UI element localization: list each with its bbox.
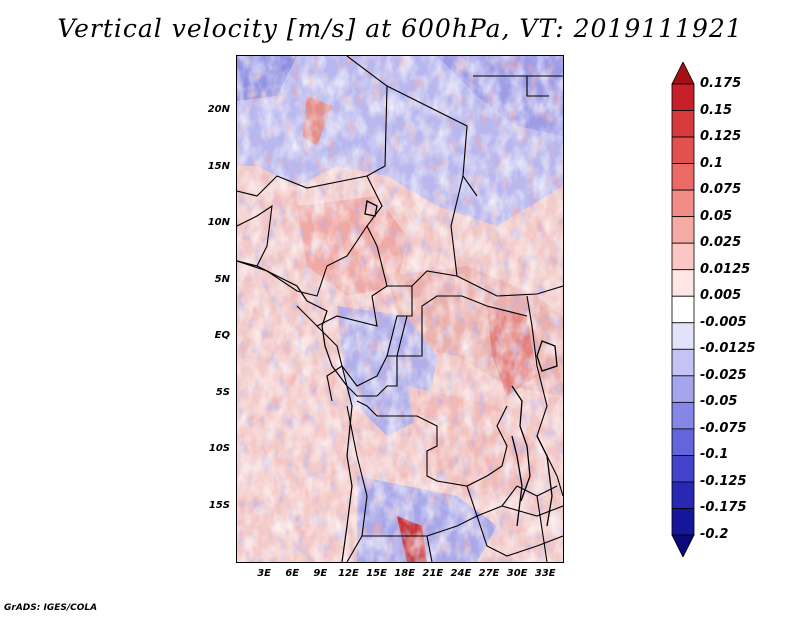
colorbar-segment [671, 62, 695, 85]
lon-tick-label: 6E [285, 568, 300, 579]
colorbar-segment [671, 508, 695, 536]
lon-tick-label: 3E [257, 568, 271, 579]
country-borders [237, 56, 563, 562]
great-lakes [364, 200, 558, 527]
lat-tick-label: EQ [214, 330, 230, 342]
lon-tick-label: 21E [422, 568, 444, 579]
chart-title: Vertical velocity [m/s] at 600hPa, VT: 2… [57, 14, 743, 43]
lat-tick-label: 15N [207, 160, 230, 172]
colorbar-tick-label: 0.075 [700, 182, 742, 198]
colorbar-tick-label: -0.1 [700, 447, 729, 463]
colorbar-tick-label: 0.15 [700, 102, 733, 118]
colorbar-segment [671, 455, 695, 483]
lat-tick-label: 15S [208, 499, 230, 511]
lon-tick-label: 15E [366, 568, 387, 579]
coastline [237, 260, 353, 562]
grads-credit: GrADS: IGES/COLA [4, 603, 98, 613]
colorbar-tick-label: -0.0125 [700, 341, 756, 357]
colorbar-tick-label: -0.125 [700, 473, 747, 489]
colorbar-segment [671, 136, 695, 164]
colorbar-segment [671, 269, 695, 297]
colorbar-tick-label: 0.0125 [700, 261, 751, 277]
lat-tick-label: 5S [215, 386, 230, 398]
colorbar-segment [671, 375, 695, 403]
lon-tick-label: 30E [506, 568, 528, 579]
vertical-velocity-map [236, 55, 564, 563]
colorbar-segment [671, 322, 695, 350]
colorbar-tick-label: 0.025 [700, 235, 742, 251]
colorbar-segment [671, 534, 695, 557]
colorbar-tick-label: -0.005 [700, 314, 747, 330]
colorbar-tick-label: 0.125 [700, 129, 742, 145]
lon-tick-label: 24E [450, 568, 472, 579]
colorbar-segment [671, 401, 695, 430]
colorbar-segment [671, 242, 695, 271]
lat-tick-label: 20N [207, 104, 230, 116]
lon-tick-label: 18E [394, 568, 416, 579]
colorbar [671, 62, 695, 557]
colorbar-segment [671, 189, 695, 218]
colorbar-segment [671, 481, 695, 509]
lon-tick-label: 27E [478, 568, 500, 579]
colorbar-segment [671, 295, 695, 324]
colorbar-tick-label: 0.005 [700, 288, 742, 304]
lat-tick-label: 5N [214, 273, 230, 285]
colorbar-tick-label: 0.175 [700, 76, 742, 91]
lon-tick-label: 33E [534, 568, 556, 579]
lat-tick-label: 10N [207, 217, 230, 229]
colorbar-segment [671, 428, 695, 456]
colorbar-segment [671, 163, 695, 191]
colorbar-segment [671, 83, 695, 111]
lon-tick-label: 9E [313, 568, 328, 579]
colorbar-tick-label: -0.025 [700, 367, 747, 383]
colorbar-segment [671, 348, 695, 377]
colorbar-tick-label: -0.075 [700, 420, 747, 436]
lat-tick-label: 10S [208, 443, 230, 455]
colorbar-segment [671, 216, 695, 244]
colorbar-tick-label: 0.1 [700, 155, 724, 171]
colorbar-tick-label: -0.05 [700, 394, 738, 410]
colorbar-tick-label: -0.2 [700, 527, 729, 542]
lon-tick-label: 12E [338, 568, 359, 579]
colorbar-tick-label: 0.05 [700, 208, 733, 224]
colorbar-tick-label: -0.175 [700, 500, 747, 516]
vertical-velocity-field [237, 56, 563, 562]
colorbar-segment [671, 110, 695, 138]
